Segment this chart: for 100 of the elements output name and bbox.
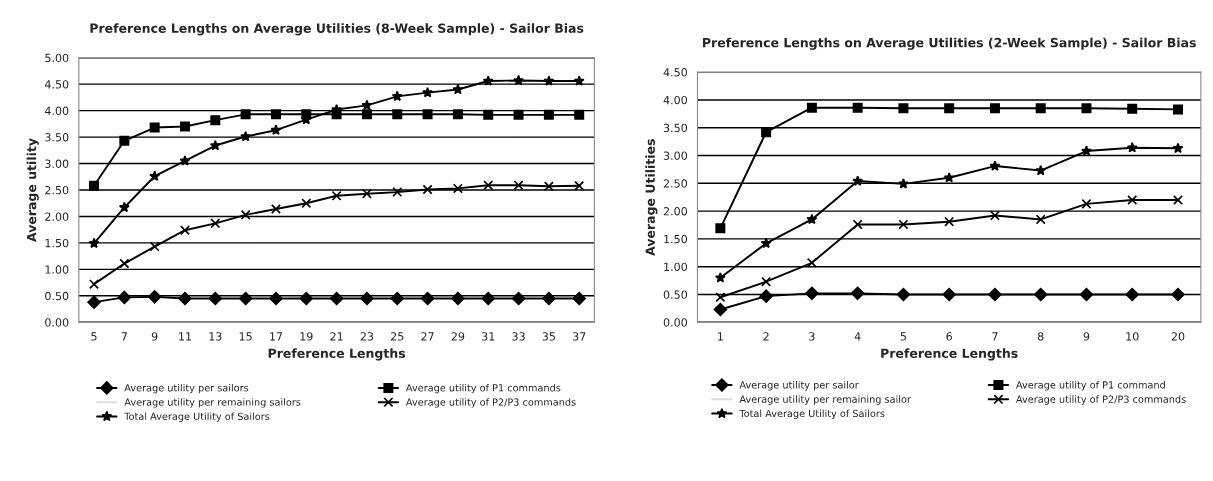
point (208, 291, 223, 306)
legend-label: Average utility per sailor (739, 381, 859, 391)
x-tick-label: 4 (854, 332, 861, 341)
point (543, 181, 554, 192)
point (511, 291, 526, 306)
point (1081, 103, 1092, 114)
y-tick-label: 2.50 (45, 185, 69, 195)
y-tick-label: 4.50 (44, 80, 69, 89)
point (898, 103, 909, 114)
point (117, 290, 132, 305)
y-tick-label: 3.00 (663, 151, 688, 160)
point (118, 201, 130, 213)
point (147, 290, 162, 304)
y-tick-label: 4.00 (44, 106, 69, 116)
y-tick-label: 2.00 (663, 207, 688, 216)
point (573, 75, 585, 86)
point (944, 103, 955, 114)
point (806, 257, 817, 268)
point (1125, 287, 1139, 302)
point (1035, 103, 1046, 114)
point (988, 287, 1002, 302)
point (270, 109, 281, 120)
x-tick-label: 7 (121, 332, 127, 341)
y-tick-label: 0.50 (45, 291, 69, 301)
point (1081, 198, 1092, 209)
y-tick-label: 0.00 (663, 318, 688, 327)
point (1079, 287, 1094, 302)
point (329, 291, 344, 306)
point (452, 83, 464, 95)
point (1172, 194, 1183, 205)
legend-label: Average utility of P2/P3 commands (1016, 395, 1186, 405)
y-tick-label: 3.50 (45, 133, 69, 142)
point (989, 103, 1000, 114)
point (87, 295, 101, 309)
x-tick-label: 8 (1037, 332, 1044, 341)
x-tick-label: 37 (572, 332, 586, 341)
point (179, 121, 190, 132)
point (1171, 287, 1185, 302)
point (574, 180, 585, 191)
point (452, 109, 463, 120)
x-tick-label: 9 (1083, 332, 1090, 341)
point (944, 216, 955, 227)
x-tick-label: 33 (512, 332, 525, 341)
point (119, 135, 130, 146)
y-tick-label: 5.00 (45, 53, 69, 63)
y-tick-label: 2.00 (45, 212, 69, 221)
x-tick-label: 25 (391, 332, 404, 341)
point (270, 124, 282, 135)
x-tick-label: 2 (763, 332, 769, 341)
legend-label: Average utility of P1 commands (405, 383, 561, 394)
point (989, 210, 1000, 221)
point (713, 302, 728, 317)
point (149, 241, 160, 252)
point (149, 122, 160, 133)
point (852, 175, 864, 186)
x-tick-label: 7 (992, 332, 998, 341)
point (392, 187, 403, 198)
point (422, 86, 434, 98)
point (715, 223, 726, 234)
point (897, 178, 909, 189)
point (178, 291, 192, 306)
point (1127, 194, 1138, 205)
point (543, 109, 554, 120)
y-tick-label: 3.50 (663, 123, 688, 133)
y-axis-title: Average Utilities (645, 139, 658, 256)
legend-label: Total Average Utility of Sailors (739, 409, 885, 419)
x-tick-label: 21 (330, 332, 343, 341)
x-tick-label: 31 (482, 332, 495, 341)
point (210, 218, 221, 229)
point (422, 184, 433, 195)
x-tick-label: 27 (421, 332, 434, 341)
x-tick-label: 3 (809, 332, 815, 341)
y-tick-label: 0.00 (45, 318, 69, 327)
point (481, 291, 495, 306)
point (543, 75, 555, 86)
point (361, 109, 372, 120)
x-tick-label: 1 (718, 332, 723, 341)
point (422, 109, 433, 120)
point (301, 198, 312, 209)
point (513, 180, 524, 191)
point (761, 276, 772, 287)
x-tick-label: 17 (270, 332, 283, 341)
x-tick-label: 11 (179, 332, 192, 341)
point (1172, 142, 1184, 154)
chart-title: Preference Lengths on Average Utilities (8-Week Sample) - Sailor Bias (90, 23, 584, 36)
point (761, 127, 772, 138)
x-tick-label: 6 (946, 332, 953, 341)
point (759, 289, 773, 303)
y-tick-label: 2.50 (663, 179, 688, 188)
point (482, 75, 494, 86)
point (179, 225, 190, 236)
x-axis-title: Preference Lengths (881, 348, 1018, 361)
legend-label: Average utility per remaining sailor (739, 395, 911, 405)
point (572, 291, 586, 306)
x-axis-title: Preference Lengths (268, 348, 406, 361)
y-tick-label: 1.50 (664, 234, 688, 244)
y-tick-label: 1.00 (664, 262, 688, 272)
point (361, 188, 372, 199)
point (896, 287, 911, 302)
point (942, 287, 956, 302)
